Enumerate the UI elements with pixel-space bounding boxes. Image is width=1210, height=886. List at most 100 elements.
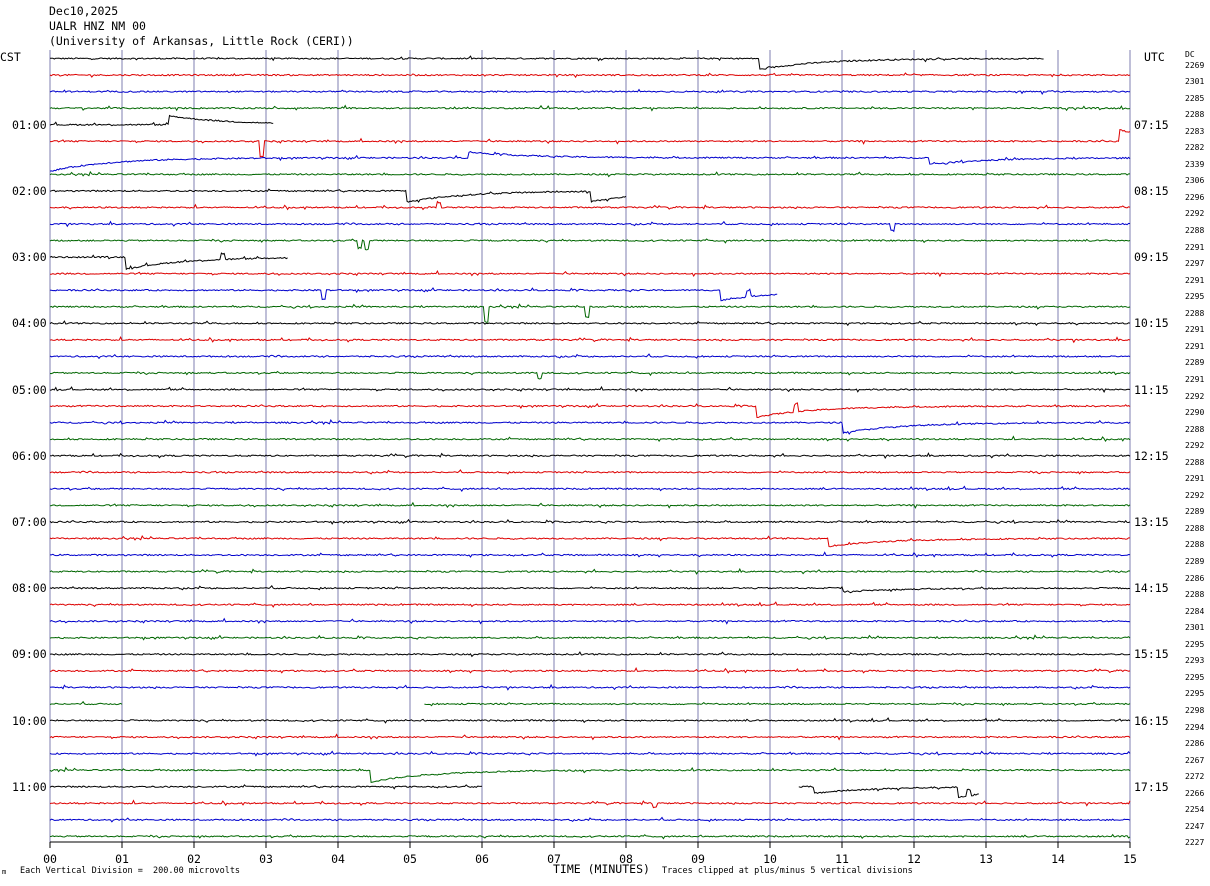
dc-offset-label: 2267: [1185, 755, 1205, 765]
dc-offset-label: 2306: [1185, 176, 1205, 186]
x-tick-label: 05: [403, 852, 417, 866]
trace-line: [49, 617, 1131, 625]
dc-offset-label: 2288: [1185, 226, 1205, 235]
trace-line: [49, 252, 288, 271]
trace-line: [49, 114, 274, 127]
trace-line: [49, 750, 1131, 757]
trace-line: [49, 733, 1131, 741]
utc-time-label: 16:15: [1134, 713, 1169, 728]
header-date: Dec10,2025: [49, 4, 119, 18]
dc-offset-label: 2227: [1185, 838, 1205, 848]
x-tick-label: 13: [979, 852, 993, 866]
trace-line: [49, 766, 1131, 783]
cst-time-label: 03:00: [12, 250, 47, 265]
dc-offset-label: 2291: [1185, 474, 1205, 484]
dc-offset-label: 2269: [1185, 60, 1205, 70]
trace-line: [49, 287, 778, 302]
trace-line: [49, 683, 1131, 691]
trace-line: [49, 799, 1131, 809]
x-tick-label: 09: [691, 852, 705, 866]
utc-time-label: 17:15: [1134, 779, 1169, 794]
dc-offset-label: 2288: [1185, 590, 1205, 600]
dc-offset-label: 2288: [1185, 457, 1205, 467]
dc-offset-label: 2291: [1185, 242, 1205, 252]
utc-time-label: 13:15: [1134, 514, 1169, 529]
dc-offset-label: 2288: [1185, 308, 1205, 318]
trace-line: [50, 55, 1044, 70]
trace-line: [49, 419, 1131, 435]
trace-line: [49, 200, 1131, 211]
header-station: UALR HNZ NM 00: [49, 19, 146, 33]
x-tick-label: 03: [259, 852, 273, 866]
trace-line: [49, 385, 1131, 393]
header-institution: (University of Arkansas, Little Rock (CE…: [49, 34, 354, 48]
cst-time-label: 11:00: [12, 779, 47, 794]
dc-offset-label: 2288: [1185, 424, 1205, 434]
cst-time-label: 04:00: [12, 316, 47, 331]
dc-offset-label: 2288: [1185, 540, 1205, 550]
trace-line: [798, 785, 979, 799]
trace-line: [49, 700, 123, 706]
x-tick-label: 07: [547, 852, 561, 866]
utc-time-label: 07:15: [1134, 117, 1169, 132]
dc-offset-label: 2294: [1185, 722, 1205, 732]
trace-line: [50, 129, 1131, 158]
dc-offset-label: 2291: [1185, 275, 1205, 285]
trace-line: [49, 485, 1131, 493]
utc-time-label: 10:15: [1134, 316, 1169, 331]
trace-line: [49, 452, 1131, 460]
x-tick-label: 00: [43, 852, 57, 866]
dc-offset-label: 2291: [1185, 341, 1205, 351]
x-tick-label: 06: [475, 852, 489, 866]
dc-offset-label: 2285: [1185, 93, 1205, 103]
trace-line: [49, 667, 1131, 674]
trace-line: [49, 435, 1131, 443]
dc-offset-label: 2272: [1185, 772, 1205, 782]
trace-line: [49, 601, 1131, 608]
dc-offset-label: 2291: [1185, 374, 1205, 384]
dc-offset-label: 2284: [1185, 606, 1205, 616]
cst-time-label: 02:00: [12, 183, 47, 198]
x-tick-label: 15: [1123, 852, 1137, 866]
trace-line: [49, 151, 1131, 172]
trace-line: [49, 88, 1131, 96]
cst-time-label: 07:00: [12, 514, 47, 529]
trace-line: [49, 469, 1131, 475]
dc-corner-label: DC: [1185, 50, 1195, 59]
trace-line: [49, 238, 1131, 251]
trace-line: [49, 170, 1130, 178]
trace-line: [49, 651, 1131, 658]
trace-line: [49, 784, 483, 790]
cst-time-label: 05:00: [12, 382, 47, 397]
x-axis-title: TIME (MINUTES): [553, 862, 650, 876]
trace-line: [49, 188, 627, 203]
dc-offset-label: 2292: [1185, 209, 1205, 219]
dc-offset-label: 2297: [1185, 259, 1205, 269]
trace-line: [50, 551, 1131, 558]
x-tick-label: 11: [835, 852, 849, 866]
dc-offset-label: 2295: [1185, 292, 1205, 302]
dc-offset-label: 2296: [1185, 192, 1205, 202]
dc-offset-label: 2291: [1185, 325, 1205, 335]
dc-offset-label: 2301: [1185, 77, 1205, 87]
dc-offset-label: 2254: [1185, 805, 1205, 815]
utc-time-label: 11:15: [1134, 382, 1169, 397]
footer-clip-note: Traces clipped at plus/minus 5 vertical …: [662, 866, 913, 876]
dc-offset-label: 2289: [1185, 557, 1205, 566]
trace-line: [49, 370, 1131, 380]
trace-line: [49, 634, 1131, 641]
cst-time-label: 09:00: [12, 647, 47, 662]
dc-offset-label: 2292: [1185, 391, 1205, 401]
x-tick-label: 01: [115, 852, 129, 866]
x-tick-label: 04: [331, 852, 345, 866]
utc-time-label: 14:15: [1134, 581, 1169, 596]
footer-scale-note: Each Vertical Division = 200.00 microvol…: [20, 866, 241, 876]
dc-offset-label: 2282: [1185, 143, 1205, 153]
x-tick-label: 12: [907, 852, 921, 866]
cst-time-label: 08:00: [12, 581, 47, 596]
dc-offset-label: 2288: [1185, 110, 1205, 120]
trace-line: [49, 402, 1131, 419]
trace-line: [49, 353, 1131, 360]
dc-offset-label: 2289: [1185, 507, 1205, 517]
